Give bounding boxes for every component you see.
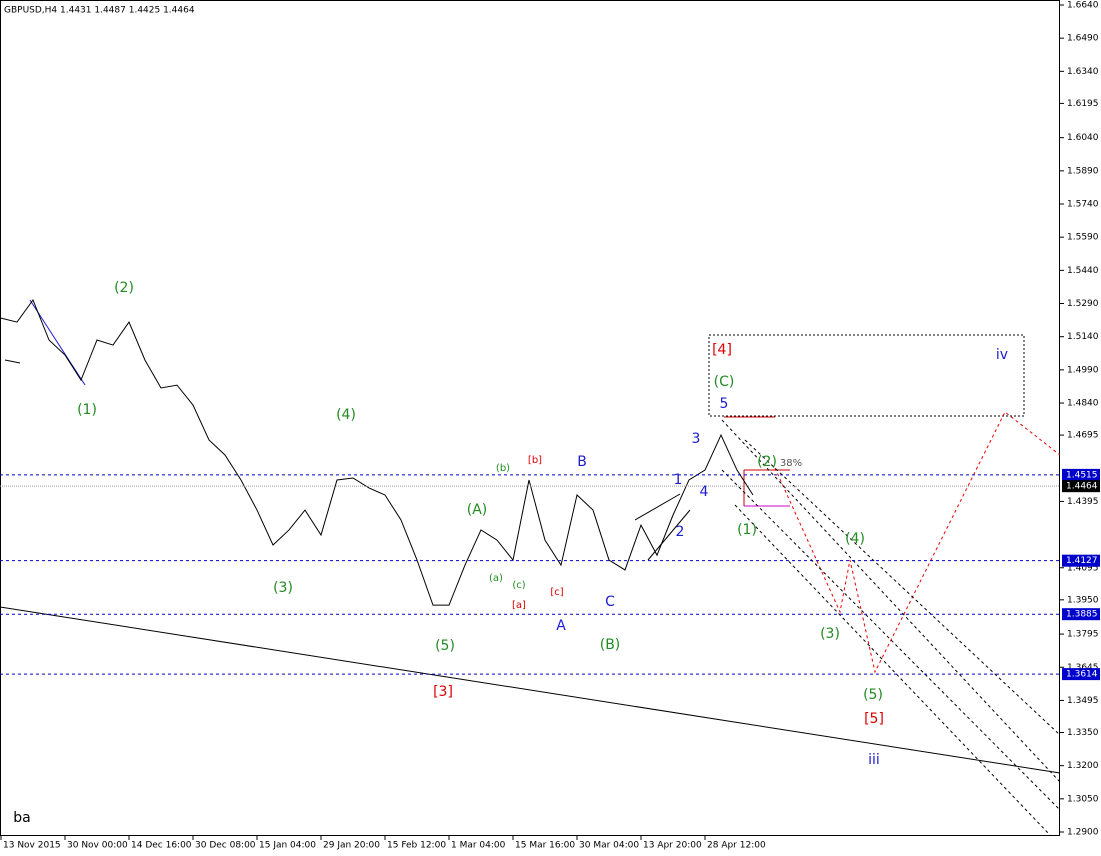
trend-line	[0, 606, 1061, 774]
trend-line	[4, 359, 21, 364]
y-tick-label: 1.4990	[1067, 365, 1099, 375]
wave-label: ba	[13, 810, 30, 826]
target-box	[708, 334, 1025, 417]
x-tick-label: 30 Mar 04:00	[579, 841, 639, 851]
channel-line	[721, 469, 1061, 811]
y-tick-label: 1.4840	[1067, 399, 1099, 409]
wave-label: (3)	[273, 580, 293, 596]
wave-label: (1)	[737, 522, 757, 538]
y-tick-label: 1.3645	[1067, 663, 1099, 673]
y-tick-label: 1.2900	[1067, 828, 1099, 838]
level-label: 1.4515	[1066, 470, 1098, 480]
wave-label: (C)	[714, 374, 735, 390]
y-tick-label: 1.5440	[1067, 266, 1099, 276]
y-tick-label: 1.6340	[1067, 67, 1099, 77]
level-label: 1.4464	[1066, 482, 1098, 492]
y-tick-label: 1.6490	[1067, 34, 1099, 44]
y-tick-label: 1.6040	[1067, 133, 1099, 143]
x-tick-label: 13 Apr 20:00	[643, 841, 702, 851]
wave-label: [4]	[712, 342, 732, 358]
level-box	[1062, 554, 1100, 567]
wave-label: iii	[868, 752, 880, 768]
channel-line	[721, 419, 1061, 783]
y-tick-label: 1.3050	[1067, 794, 1099, 804]
wave-label: 2	[676, 524, 685, 540]
y-tick-label: 1.3795	[1067, 630, 1099, 640]
wave-label: B	[577, 454, 587, 470]
wave-label: (c)	[512, 580, 525, 591]
level-box	[1062, 668, 1100, 681]
x-tick-label: 29 Jan 20:00	[323, 841, 380, 851]
level-box	[1062, 608, 1100, 621]
y-tick-label: 1.3350	[1067, 728, 1099, 738]
chart-title: GBPUSD,H4 1.4431 1.4487 1.4425 1.4464	[4, 6, 195, 16]
y-tick-label: 1.4395	[1067, 497, 1099, 507]
x-tick-label: 13 Nov 2015	[3, 841, 61, 851]
wave-label: (1)	[77, 402, 97, 418]
wave-label: [3]	[433, 684, 453, 700]
y-tick-label: 1.3495	[1067, 696, 1099, 706]
x-tick-label: 15 Feb 12:00	[387, 841, 446, 851]
wave-label: (A)	[467, 502, 488, 518]
wave-label: [b]	[528, 455, 542, 466]
wave-label: iv	[996, 347, 1008, 363]
y-tick-label: 1.3200	[1067, 761, 1099, 771]
wave-label: [a]	[512, 600, 526, 611]
y-tick-label: 1.5140	[1067, 332, 1099, 342]
level-label: 1.3885	[1066, 610, 1098, 620]
channel-line	[734, 504, 1051, 836]
wave-label: (4)	[845, 531, 865, 547]
y-tick-label: 1.5740	[1067, 200, 1099, 210]
x-tick-label: 15 Jan 04:00	[259, 841, 316, 851]
wave-label: (a)	[489, 573, 503, 584]
plot-frame	[0, 0, 1060, 836]
y-tick-label: 1.6640	[1067, 1, 1099, 11]
wave-line	[634, 493, 681, 521]
y-tick-label: 1.4095	[1067, 563, 1099, 573]
wave-label: (2)	[114, 280, 134, 296]
y-tick-label: 1.3950	[1067, 595, 1099, 605]
y-tick-label: 1.5590	[1067, 233, 1099, 243]
wave-label: 4	[700, 484, 709, 500]
y-tick-label: 1.5290	[1067, 299, 1099, 309]
wave-label: 1	[674, 472, 683, 488]
wave-label: (5)	[435, 638, 455, 654]
wave-label: 5	[720, 396, 729, 412]
wave-label: 38%	[780, 458, 802, 469]
wave-label: (2)	[757, 454, 777, 470]
wave-label: (b)	[496, 463, 510, 474]
level-box	[1062, 480, 1100, 493]
level-label: 1.4127	[1066, 556, 1098, 566]
wave-label: (5)	[863, 687, 883, 703]
x-tick-label: 30 Dec 08:00	[195, 841, 256, 851]
x-tick-label: 15 Mar 16:00	[515, 841, 575, 851]
wave-label: A	[556, 618, 566, 634]
y-tick-label: 1.4695	[1067, 431, 1099, 441]
x-tick-label: 1 Mar 04:00	[451, 841, 506, 851]
x-tick-label: 30 Nov 00:00	[67, 841, 128, 851]
price-line	[0, 298, 754, 606]
wave-label: (B)	[600, 637, 621, 653]
wave-label: [c]	[550, 587, 563, 598]
wave-label: C	[605, 594, 615, 610]
level-box	[1062, 468, 1100, 481]
level-label: 1.3614	[1066, 670, 1098, 680]
y-tick-label: 1.5890	[1067, 166, 1099, 176]
wave-label: (4)	[336, 407, 356, 423]
wave-label: [5]	[864, 711, 884, 727]
x-tick-label: 28 Apr 12:00	[707, 841, 766, 851]
wave-label: (3)	[820, 626, 840, 642]
wave-label: 3	[692, 431, 701, 447]
y-tick-label: 1.6195	[1067, 99, 1099, 109]
x-tick-label: 14 Dec 16:00	[131, 841, 192, 851]
